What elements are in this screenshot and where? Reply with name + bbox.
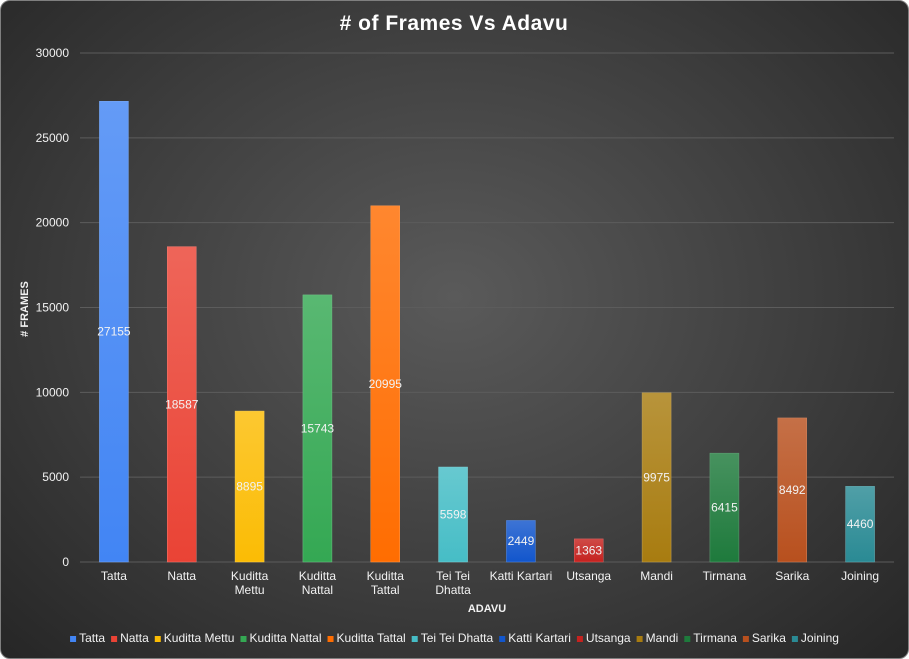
legend-item: Natta <box>111 631 149 645</box>
legend-label: Kuditta Tattal <box>337 631 406 645</box>
legend-swatch <box>111 636 118 642</box>
legend-swatch <box>791 636 798 642</box>
bar-joining <box>845 486 875 563</box>
x-tick-label: Mandi <box>640 569 673 583</box>
y-axis-ticks: 0 5000 10000 15000 20000 25000 30000 <box>36 46 70 569</box>
bar-tirmana <box>709 452 740 563</box>
legend-item: Tatta <box>70 631 105 645</box>
data-label: 4460 <box>847 517 874 531</box>
legend-label: Kuditta Nattal <box>249 631 321 645</box>
legend-swatch <box>636 636 643 642</box>
x-tick-label: Tei Tei Dhatta <box>435 569 471 597</box>
legend-label: Sarika <box>752 631 786 645</box>
data-label: 8492 <box>779 483 806 497</box>
legend-swatch <box>576 636 583 642</box>
legend-label: Kuditta Mettu <box>164 631 235 645</box>
legend-item: Joining <box>791 631 839 645</box>
bar-tatta <box>99 101 129 563</box>
legend-label: Tatta <box>79 631 105 645</box>
legend-label: Tirmana <box>693 631 737 645</box>
legend: Tatta Natta Kuditta Mettu Kuditta Nattal Kud… <box>70 631 839 645</box>
legend-item: Tirmana <box>684 631 737 645</box>
x-tick-label: Kuditta Tattal <box>367 569 405 597</box>
y-tick-label: 0 <box>62 555 69 569</box>
data-label: 6415 <box>711 501 738 515</box>
legend-swatch <box>240 636 247 642</box>
x-tick-label: Kuditta Mettu <box>231 569 269 597</box>
x-tick-label: Katti Kartari <box>490 569 553 583</box>
legend-label: Tei Tei Dhatta <box>421 631 494 645</box>
legend-item: Kuditta Tattal <box>327 631 406 645</box>
legend-item: Utsanga <box>576 631 631 645</box>
data-label: 5598 <box>440 508 467 522</box>
y-tick-label: 15000 <box>36 301 70 315</box>
x-tick-label: Tirmana <box>703 569 747 583</box>
data-label: 2449 <box>508 534 535 548</box>
legend-item: Kuditta Nattal <box>240 631 322 645</box>
bar-kuditta-tattal <box>370 205 400 563</box>
legend-item: Mandi <box>636 631 679 645</box>
bars <box>99 101 875 563</box>
bar-sarika <box>777 417 807 563</box>
gridlines <box>80 52 894 563</box>
x-axis-ticks: Tatta Natta Kuditta Mettu Kuditta Nattal Kudit… <box>101 569 879 597</box>
y-tick-label: 30000 <box>36 46 70 60</box>
legend-item: Kuditta Mettu <box>154 631 235 645</box>
legend-swatch <box>684 636 691 642</box>
bar-natta <box>167 246 197 563</box>
y-axis-title: # FRAMES <box>19 281 31 337</box>
legend-swatch <box>499 636 506 642</box>
legend-swatch <box>411 636 418 642</box>
legend-swatch <box>327 636 334 642</box>
data-label: 18587 <box>165 397 199 411</box>
legend-label: Utsanga <box>586 631 631 645</box>
x-tick-label: Kuditta Nattal <box>299 569 337 597</box>
legend-label: Natta <box>120 631 149 645</box>
y-tick-label: 20000 <box>36 216 70 230</box>
legend-swatch <box>70 636 77 642</box>
data-labels: 27155 18587 8895 15743 20995 5598 2449 1363 9975… <box>97 325 874 558</box>
y-tick-label: 25000 <box>36 131 70 145</box>
bar-mandi <box>641 392 672 563</box>
x-tick-label: Utsanga <box>566 569 611 583</box>
legend-item: Tei Tei Dhatta <box>411 631 494 645</box>
bar-tei-tei-dhatta <box>438 466 468 563</box>
y-tick-label: 10000 <box>36 385 70 399</box>
data-label: 27155 <box>97 325 131 339</box>
legend-swatch <box>154 636 161 642</box>
x-tick-label: Joining <box>841 569 879 583</box>
legend-label: Katti Kartari <box>508 631 571 645</box>
y-tick-label: 5000 <box>42 470 69 484</box>
bar-kuditta-mettu <box>234 410 265 563</box>
data-label: 1363 <box>575 543 602 557</box>
legend-swatch <box>742 636 749 642</box>
x-tick-label: Tatta <box>101 569 127 583</box>
legend-item: Sarika <box>742 631 786 645</box>
legend-item: Katti Kartari <box>499 631 571 645</box>
x-tick-label: Natta <box>167 569 196 583</box>
data-label: 15743 <box>301 421 335 435</box>
bar-utsanga <box>574 538 604 563</box>
x-tick-label: Sarika <box>775 569 809 583</box>
bar-kuditta-nattal <box>302 294 333 563</box>
data-label: 8895 <box>236 480 263 494</box>
legend-label: Joining <box>801 631 839 645</box>
chart-title: # of Frames Vs Adavu <box>340 12 569 35</box>
legend-label: Mandi <box>646 631 679 645</box>
x-axis-title: ADAVU <box>468 603 506 615</box>
data-label: 20995 <box>369 377 403 391</box>
bar-katti-kartari <box>506 520 536 563</box>
data-label: 9975 <box>643 470 670 484</box>
